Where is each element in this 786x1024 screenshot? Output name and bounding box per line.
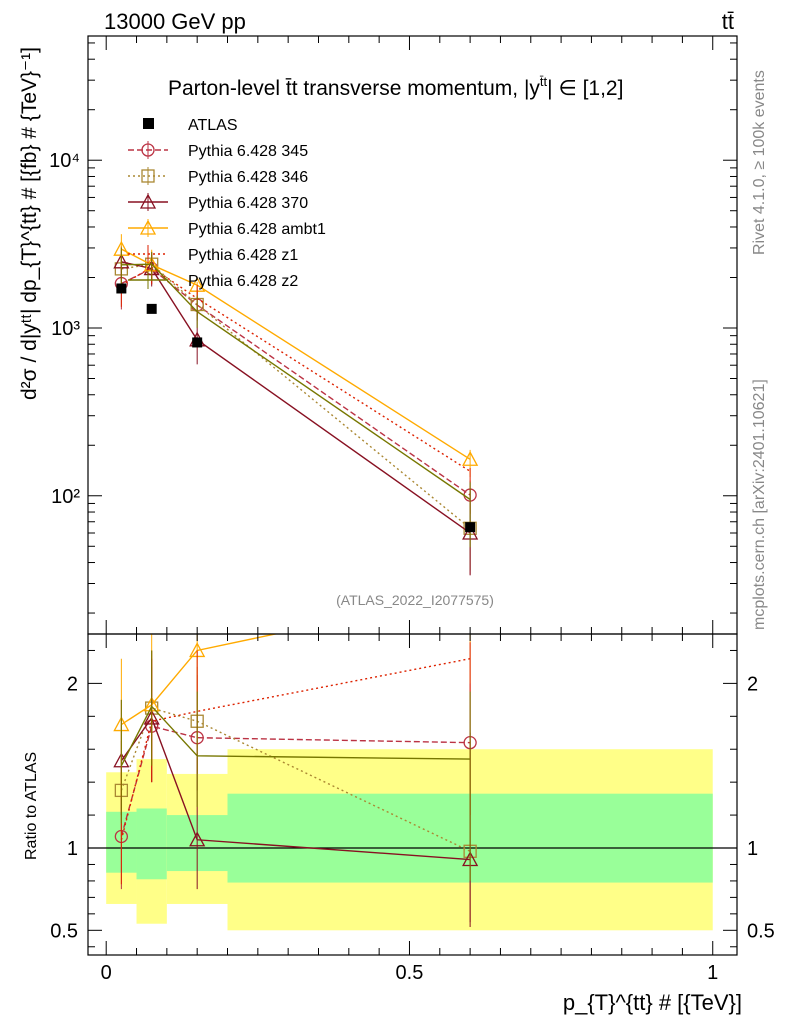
data-point-3 (465, 522, 476, 533)
series-line-main-5 (121, 263, 471, 501)
legend-entry-5: Pythia 6.428 z2 (128, 271, 298, 290)
legend-label-3: Pythia 6.428 ambt1 (188, 221, 326, 238)
series-line-main-1 (121, 263, 471, 529)
legend-label-1: Pythia 6.428 346 (188, 169, 308, 186)
legend-label-4: Pythia 6.428 z1 (188, 247, 298, 264)
ratio-frame (87, 633, 738, 956)
series-main-5 (120, 247, 471, 548)
x-ticks: 0 0.5 1 (101, 36, 718, 984)
series-line-ratio-3 (120, 634, 279, 726)
legend-entry-0: Pythia 6.428 345 (128, 141, 308, 160)
ratio-ytick-label-right: 1 (747, 838, 758, 860)
analysis-id: (ATLAS_2022_I2077575) (336, 592, 494, 608)
band-inner-1 (136, 808, 167, 880)
series-line-main-2 (121, 261, 471, 534)
legend-marker-atlas (143, 118, 154, 129)
rivet-label: Rivet 4.1.0, ≥ 100k events (751, 70, 768, 255)
legend-entry-2: Pythia 6.428 370 (128, 193, 308, 212)
legend-marker-0 (141, 143, 155, 157)
ratio-y-ticks: 0.5 0.5 1 1 2 2 (50, 649, 775, 948)
y-axis-label-main: d²σ / d|yᵗᵗ| dp_{T}^{tt} # [{fb} # {TeV}… (18, 47, 41, 400)
main-frame (87, 35, 738, 635)
xtick-label: 0 (101, 962, 112, 984)
series-line-ratio-2 (120, 716, 471, 861)
y-axis-label-ratio: Ratio to ATLAS (23, 752, 40, 860)
series-main-4 (120, 253, 471, 514)
data-points (116, 283, 476, 533)
ratio-ytick-label-left: 2 (67, 673, 78, 695)
legend-entry-3: Pythia 6.428 ambt1 (128, 219, 326, 238)
series-line-ratio-5 (120, 705, 471, 767)
chart-title-tail: | ∈ [1,2] (547, 77, 623, 100)
legend-label-2: Pythia 6.428 370 (188, 195, 308, 212)
data-point-2 (192, 337, 203, 348)
ratio-ytick-label-right: 2 (747, 673, 758, 695)
ratio-panel: 0.5 0.51 12 20 0.5 1 (50, 36, 775, 984)
url-label: mcplots.cern.ch [arXiv:2401.10621] (751, 379, 768, 630)
legend-marker-3 (139, 219, 157, 235)
chart-title-main: Parton-level t̄t transverse momentum, |y (168, 77, 540, 100)
energy-label: 13000 GeV pp (104, 9, 246, 34)
series-line-main-3 (121, 248, 471, 460)
main-ytick-label: 10² (51, 486, 80, 508)
legend-entry-atlas: ATLAS (143, 117, 238, 134)
ratio-ytick-label-left: 0.5 (50, 920, 78, 942)
series-line-main-4 (121, 266, 471, 472)
series-marker-ratio-2-2 (189, 831, 206, 847)
x-axis-label: p_{T}^{tt} # [{TeV}] (563, 990, 742, 1015)
xtick-label: 1 (707, 962, 718, 984)
main-ytick-label: 10⁴ (49, 150, 80, 172)
data-point-0 (116, 283, 127, 294)
series-main-2 (113, 246, 479, 576)
legend-marker-1 (141, 169, 155, 183)
ratio-ytick-label-left: 1 (67, 838, 78, 860)
legend-entry-4: Pythia 6.428 z1 (128, 245, 298, 264)
legend-marker-2 (139, 193, 157, 209)
legend: ATLAS Pythia 6.428 345 Pythia 6.428 346 Pyt… (128, 117, 326, 290)
ratio-ytick-label-right: 0.5 (747, 920, 775, 942)
series-ratio-5 (120, 650, 471, 881)
series-marker-main-3-3 (462, 450, 479, 466)
main-ytick-label: 10³ (51, 318, 80, 340)
data-point-1 (146, 303, 157, 314)
xtick-label: 0.5 (396, 962, 424, 984)
ratio-bands (106, 749, 713, 931)
series-main-0 (114, 252, 477, 575)
series-line-ratio-1 (120, 707, 471, 852)
chart-title-sup: t̄t (540, 74, 548, 89)
main-y-ticks: 10² 10³ 10⁴ (49, 42, 737, 614)
legend-label-atlas: ATLAS (188, 117, 238, 134)
legend-label-5: Pythia 6.428 z2 (188, 273, 298, 290)
legend-entry-1: Pythia 6.428 346 (128, 167, 308, 186)
legend-label-0: Pythia 6.428 345 (188, 143, 308, 160)
process-label: tt̄ (722, 9, 734, 34)
series-line-ratio-4 (120, 658, 471, 840)
chart-title: Parton-level t̄t transverse momentum, |y… (168, 74, 623, 100)
